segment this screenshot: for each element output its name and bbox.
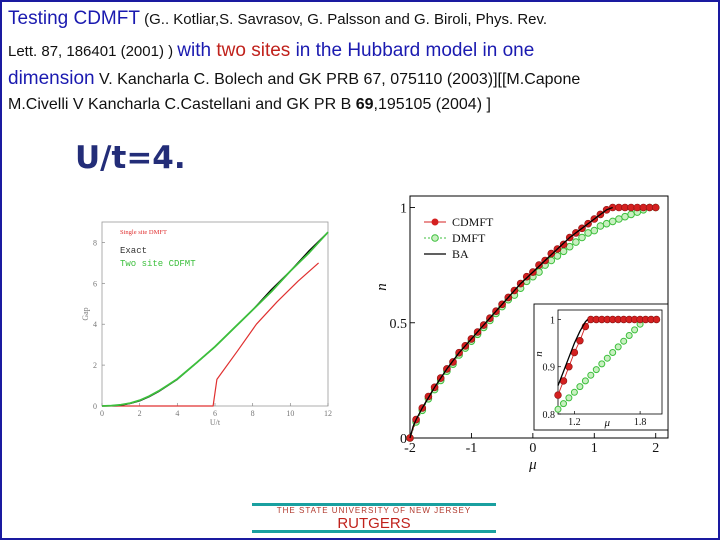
inset-x-tick-label: 1.2 xyxy=(568,417,581,428)
legend-dmft: DMFT xyxy=(452,231,486,245)
data-point xyxy=(614,343,622,351)
y-tick-label: 6 xyxy=(93,279,97,288)
series-line xyxy=(101,231,329,407)
data-point xyxy=(587,371,595,379)
data-point xyxy=(608,217,617,226)
data-point xyxy=(547,256,556,265)
header-line-2: Lett. 87, 186401 (2001) ) with two sites… xyxy=(8,40,534,62)
data-point xyxy=(559,240,568,249)
x-tick-label: 8 xyxy=(251,409,255,418)
x-tick-label: 2 xyxy=(138,409,142,418)
x-tick-label: -2 xyxy=(404,441,416,456)
header-dimension: dimension xyxy=(8,68,95,89)
data-point xyxy=(651,203,660,212)
x-tick-label: 6 xyxy=(213,409,217,418)
x-tick-label: 12 xyxy=(324,409,332,418)
header-hubbard: in the Hubbard model in one xyxy=(290,40,535,61)
inset-x-tick-label: 1.8 xyxy=(634,417,647,428)
y-tick-label: 1 xyxy=(400,202,407,217)
data-point xyxy=(620,337,628,345)
x-tick-label: 10 xyxy=(286,409,294,418)
y-axis-label: n xyxy=(374,283,390,291)
legend-cdmft: CDMFT xyxy=(452,215,494,229)
data-point xyxy=(584,229,592,237)
header-line-4: M.Civelli V Kancharla C.Castellani and G… xyxy=(8,96,491,114)
data-point xyxy=(631,326,639,334)
header-line-3: dimension V. Kancharla C. Bolech and GK … xyxy=(8,68,580,90)
x-axis-label: μ xyxy=(528,457,537,473)
legend-two-site: Two site CDFMT xyxy=(120,259,196,269)
legend-exact: Exact xyxy=(120,246,147,256)
subtitle-u-over-t: U/t=4. xyxy=(75,140,186,176)
y-tick-label: 2 xyxy=(93,361,97,370)
data-point xyxy=(609,349,617,356)
data-point xyxy=(565,394,573,402)
header-citation-4b: ,195105 (2004) ] xyxy=(373,96,491,113)
data-point xyxy=(578,233,586,242)
x-axis-label: U/t xyxy=(210,418,221,427)
inset-x-axis-label: μ xyxy=(603,417,610,429)
inset-y-tick-label: 1 xyxy=(550,315,555,326)
x-tick-label: 0 xyxy=(100,409,104,418)
data-point xyxy=(535,261,543,269)
data-point xyxy=(559,247,568,256)
data-point xyxy=(560,400,567,408)
header-citation-2: Lett. 87, 186401 (2001) ) xyxy=(8,43,178,60)
inset-y-tick-label: 0.9 xyxy=(543,363,556,374)
y-tick-label: 0 xyxy=(93,402,97,411)
legend-single-site: Single site DMFT xyxy=(120,229,167,236)
footer-rutgers: RUTGERS xyxy=(337,515,411,532)
footer-university: THE STATE UNIVERSITY OF NEW JERSEY xyxy=(276,506,472,515)
data-point xyxy=(627,210,635,219)
header-line-1: Testing CDMFT (G.. Kotliar,S. Savrasov, … xyxy=(8,8,547,30)
data-point xyxy=(572,238,580,246)
inset-y-tick-label: 0.8 xyxy=(543,410,556,421)
inset-frame xyxy=(557,309,663,415)
y-tick-label: 0.5 xyxy=(390,317,408,332)
x-tick-label: 4 xyxy=(175,409,179,418)
data-point xyxy=(598,360,606,368)
legend-marker xyxy=(431,234,439,242)
data-point xyxy=(576,337,584,345)
y-tick-label: 0 xyxy=(400,432,407,447)
data-point xyxy=(603,354,611,362)
x-tick-label: 1 xyxy=(591,441,598,456)
data-point xyxy=(547,249,556,258)
gap-chart: 0 2 4 6 8 10 12 0 2 4 6 8 U/t Gap Single site DMFT Exa… xyxy=(81,221,332,427)
data-point xyxy=(592,366,600,374)
series-line xyxy=(557,319,589,386)
data-point xyxy=(625,332,633,339)
x-tick-label: 0 xyxy=(529,441,536,456)
header-citation-3: V. Kancharla C. Bolech and GK PRB 67, 07… xyxy=(94,71,581,88)
data-point xyxy=(590,226,599,235)
data-point xyxy=(652,315,661,324)
data-point xyxy=(570,388,578,396)
legend-ba: BA xyxy=(452,247,469,261)
footer-rule-top xyxy=(252,503,496,506)
header-with: with xyxy=(177,40,217,61)
series-line xyxy=(409,206,613,439)
legend-marker xyxy=(431,218,439,226)
header-citation-4a: M.Civelli V Kancharla C.Castellani and G… xyxy=(8,96,356,113)
data-point xyxy=(576,383,584,391)
data-point xyxy=(581,377,589,385)
header-volume: 69 xyxy=(355,96,374,113)
y-tick-label: 4 xyxy=(93,320,97,329)
data-point xyxy=(554,391,562,399)
x-tick-label: 2 xyxy=(652,441,659,456)
inset-y-axis-label: n xyxy=(533,351,545,357)
series-line xyxy=(102,262,319,407)
header-citation-1: (G.. Kotliar,S. Savrasov, G. Palsson and… xyxy=(139,11,548,28)
header-title: Testing CDMFT xyxy=(8,8,140,29)
data-point xyxy=(596,222,605,230)
y-axis-label: Gap xyxy=(81,307,90,320)
data-point xyxy=(554,405,562,413)
header-two-sites: two sites xyxy=(216,40,291,61)
footer-rule-bottom xyxy=(252,530,496,533)
x-tick-label: -1 xyxy=(466,441,478,456)
y-tick-label: 8 xyxy=(93,238,97,247)
data-point xyxy=(522,272,531,281)
